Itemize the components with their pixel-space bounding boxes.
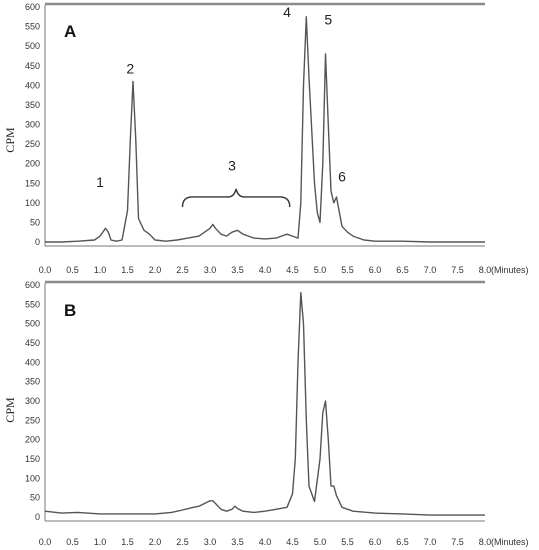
y-tick-label: 200 (25, 435, 40, 445)
x-tick-label: 7.0 (424, 537, 437, 547)
y-tick-label: 500 (25, 319, 40, 329)
x-tick-label: 4.0 (259, 265, 272, 275)
y-tick-label: 50 (30, 493, 40, 503)
y-axis-label: CPM (3, 127, 17, 153)
y-tick-label: 300 (25, 396, 40, 406)
y-tick-label: 450 (25, 338, 40, 348)
y-tick-label: 500 (25, 41, 40, 51)
x-axis-label: (Minutes) (491, 537, 529, 547)
y-tick-label: 600 (25, 280, 40, 290)
x-tick-label: 0.0 (39, 265, 52, 275)
y-tick-label: 250 (25, 415, 40, 425)
peak-label-6: 6 (338, 168, 346, 184)
y-tick-label: 350 (25, 100, 40, 110)
x-tick-label: 3.0 (204, 265, 217, 275)
x-tick-label: 1.5 (121, 265, 134, 275)
x-tick-label: 6.5 (396, 265, 409, 275)
series-trace-1 (44, 292, 485, 516)
x-tick-label: 1.0 (94, 265, 107, 275)
peak-label-2: 2 (126, 61, 134, 77)
y-tick-label: 200 (25, 159, 40, 169)
x-tick-label: 6.5 (396, 537, 409, 547)
x-tick-label: 1.0 (94, 537, 107, 547)
x-tick-label: 5.5 (341, 265, 354, 275)
y-tick-label: 400 (25, 80, 40, 90)
x-tick-label: 8.0 (479, 265, 492, 275)
x-tick-label: 4.5 (286, 265, 299, 275)
x-tick-label: 0.0 (39, 537, 52, 547)
y-tick-label: 50 (30, 217, 40, 227)
x-tick-label: 8.0 (479, 537, 492, 547)
y-tick-label: 100 (25, 473, 40, 483)
x-tick-label: 4.0 (259, 537, 272, 547)
y-tick-label: 100 (25, 198, 40, 208)
x-tick-label: 3.5 (231, 537, 244, 547)
x-tick-label: 0.5 (66, 265, 79, 275)
x-tick-label: 7.0 (424, 265, 437, 275)
x-tick-label: 0.5 (66, 537, 79, 547)
peak-label-4: 4 (283, 4, 291, 20)
x-tick-label: 5.0 (314, 537, 327, 547)
x-axis-label: (Minutes) (491, 265, 529, 275)
x-tick-label: 5.5 (341, 537, 354, 547)
y-tick-label: 600 (25, 2, 40, 12)
x-tick-label: 3.5 (231, 265, 244, 275)
panel-letter: A (64, 22, 76, 41)
y-tick-label: 550 (25, 22, 40, 32)
peak-label-5: 5 (324, 12, 332, 28)
region-bracket (181, 188, 291, 207)
x-tick-label: 2.5 (176, 265, 189, 275)
y-tick-label: 400 (25, 357, 40, 367)
y-tick-label: 150 (25, 454, 40, 464)
x-tick-label: 1.5 (121, 537, 134, 547)
y-tick-label: 300 (25, 120, 40, 130)
y-axis-label: CPM (3, 397, 17, 423)
x-tick-label: 2.5 (176, 537, 189, 547)
panel-letter: B (64, 301, 76, 320)
x-tick-label: 7.5 (451, 265, 464, 275)
series-trace-1 (45, 16, 485, 243)
y-tick-label: 0 (35, 237, 40, 247)
x-tick-label: 5.0 (314, 265, 327, 275)
y-tick-label: 550 (25, 299, 40, 309)
y-tick-label: 350 (25, 377, 40, 387)
x-tick-label: 2.0 (149, 537, 162, 547)
y-tick-label: 450 (25, 61, 40, 71)
y-tick-label: 150 (25, 178, 40, 188)
peak-label-3: 3 (228, 158, 236, 174)
y-tick-label: 250 (25, 139, 40, 149)
x-tick-label: 6.0 (369, 537, 382, 547)
x-tick-label: 4.5 (286, 537, 299, 547)
y-tick-label: 0 (35, 512, 40, 522)
peak-label-1: 1 (96, 174, 104, 190)
x-tick-label: 2.0 (149, 265, 162, 275)
x-tick-label: 3.0 (204, 537, 217, 547)
x-tick-label: 6.0 (369, 265, 382, 275)
x-tick-label: 7.5 (451, 537, 464, 547)
